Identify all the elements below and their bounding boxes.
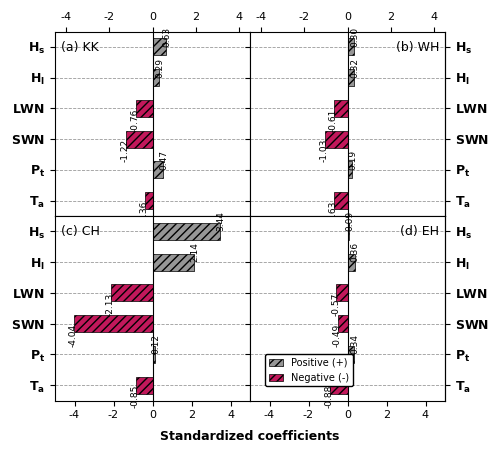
Bar <box>336 284 347 302</box>
Text: -4.04: -4.04 <box>68 324 78 347</box>
Text: 0.34: 0.34 <box>350 334 360 355</box>
Bar <box>111 284 152 302</box>
Text: 2.14: 2.14 <box>190 242 200 262</box>
Bar <box>136 377 152 394</box>
Bar <box>348 69 354 86</box>
Text: (a) KK: (a) KK <box>61 41 98 54</box>
Text: -0.85: -0.85 <box>130 385 140 409</box>
Text: -0.36: -0.36 <box>140 201 148 224</box>
Text: 0.09: 0.09 <box>346 211 354 231</box>
Text: 0.29: 0.29 <box>155 58 164 77</box>
Text: -1.03: -1.03 <box>320 139 329 162</box>
Text: -0.88: -0.88 <box>325 385 334 409</box>
Bar <box>152 254 194 270</box>
Text: (c) CH: (c) CH <box>61 225 100 238</box>
Bar <box>126 130 152 148</box>
Bar <box>152 162 162 178</box>
Legend: Positive (+), Negative (-): Positive (+), Negative (-) <box>264 354 353 387</box>
Bar <box>152 69 159 86</box>
Text: 3.44: 3.44 <box>216 212 225 231</box>
Text: -0.57: -0.57 <box>331 293 340 316</box>
Bar <box>348 38 354 55</box>
Text: -0.63: -0.63 <box>328 201 338 224</box>
Bar <box>152 223 220 240</box>
Text: 0.19: 0.19 <box>348 150 357 170</box>
Bar <box>348 162 352 178</box>
Text: -0.76: -0.76 <box>130 108 140 132</box>
Bar <box>334 100 347 117</box>
Bar <box>325 130 347 148</box>
Bar <box>348 346 354 363</box>
Bar <box>136 100 152 117</box>
Bar <box>348 223 350 240</box>
Text: -2.13: -2.13 <box>106 293 114 316</box>
Text: -0.61: -0.61 <box>329 108 338 132</box>
Bar <box>152 38 166 55</box>
Text: 0.12: 0.12 <box>151 334 160 355</box>
Text: (b) WH: (b) WH <box>396 41 439 54</box>
Bar <box>330 377 347 394</box>
Bar <box>348 254 354 270</box>
Text: (d) EH: (d) EH <box>400 225 439 238</box>
Bar <box>152 346 155 363</box>
Text: 0.32: 0.32 <box>351 58 360 77</box>
Text: 0.63: 0.63 <box>162 27 172 47</box>
Bar <box>74 315 152 332</box>
Bar <box>334 192 347 209</box>
Text: Standardized coefficients: Standardized coefficients <box>160 430 340 443</box>
Text: -0.49: -0.49 <box>332 324 342 347</box>
Bar <box>338 315 347 332</box>
Text: -1.22: -1.22 <box>120 139 130 162</box>
Text: 0.30: 0.30 <box>350 27 360 47</box>
Bar <box>144 192 152 209</box>
Text: 0.47: 0.47 <box>159 150 168 170</box>
Text: 0.36: 0.36 <box>351 242 360 262</box>
